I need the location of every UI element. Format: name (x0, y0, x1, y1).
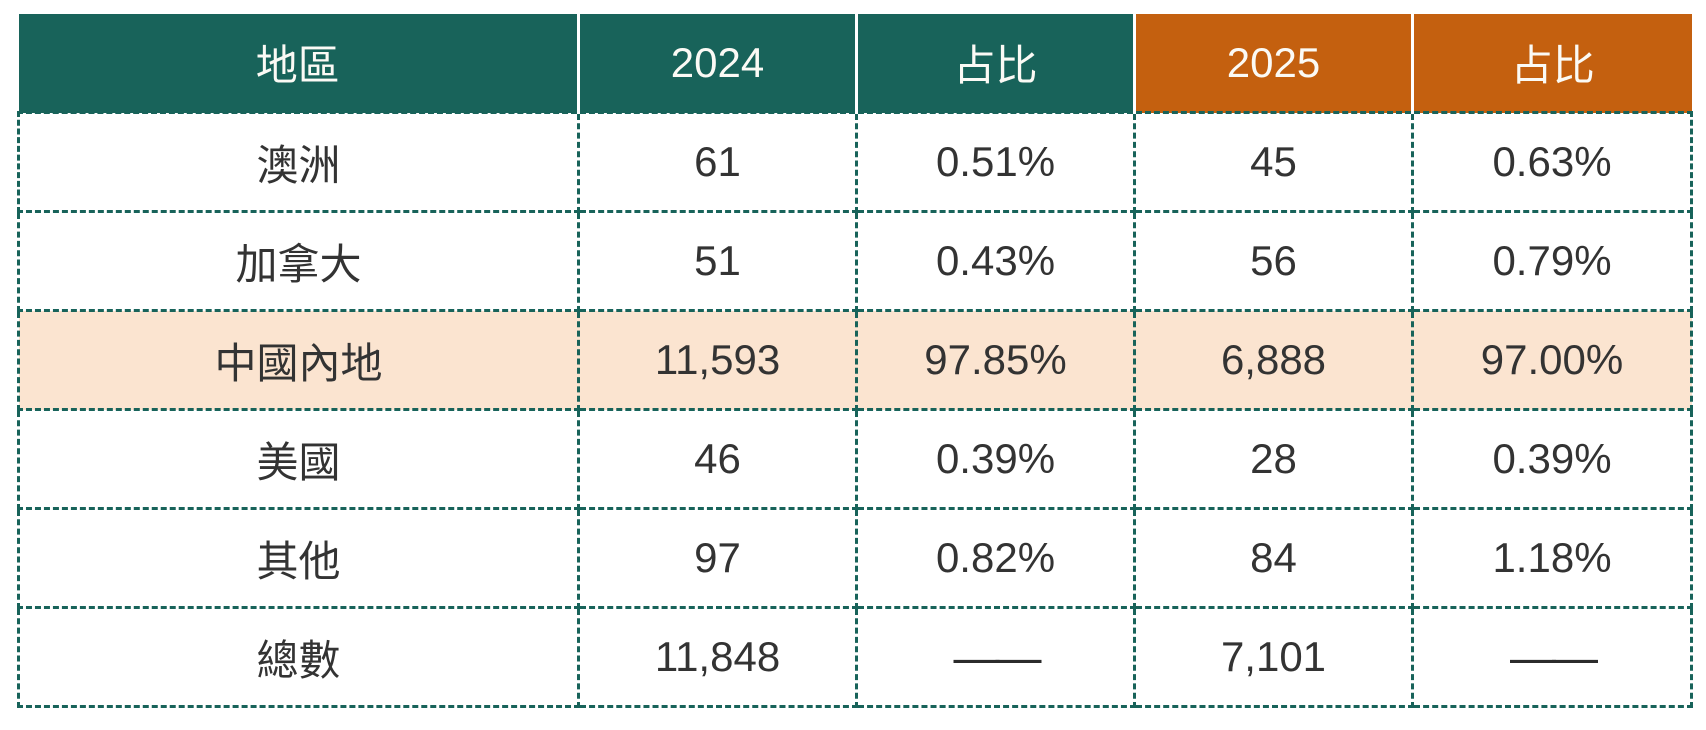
cell-2025-value: 6,888 (1133, 309, 1414, 411)
cell-2024-share: 0.43% (855, 210, 1136, 312)
cell-2024-share: 0.39% (855, 408, 1136, 510)
cell-2024-value: 11,848 (577, 606, 858, 708)
cell-region: 總數 (17, 606, 580, 708)
cell-2024-share: 97.85% (855, 309, 1136, 411)
row-usa: 美國 46 0.39% 28 0.39% (17, 408, 1693, 510)
region-stats-table: 地區 2024 占比 2025 占比 澳洲 61 0.51% 45 0.63% … (17, 14, 1693, 708)
cell-2025-share-dash: —— (1411, 606, 1693, 708)
header-cell-2025: 2025 (1133, 14, 1413, 113)
cell-2025-value: 7,101 (1133, 606, 1414, 708)
cell-2025-share: 1.18% (1411, 507, 1693, 609)
cell-2024-value: 97 (577, 507, 858, 609)
cell-2024-value: 46 (577, 408, 858, 510)
header-cell-share-2025: 占比 (1411, 14, 1692, 113)
row-mainland-china: 中國內地 11,593 97.85% 6,888 97.00% (17, 309, 1693, 411)
cell-2025-share: 97.00% (1411, 309, 1693, 411)
header-cell-region: 地區 (18, 14, 579, 113)
cell-2025-share: 0.39% (1411, 408, 1693, 510)
header-cell-2024: 2024 (577, 14, 857, 113)
row-australia: 澳洲 61 0.51% 45 0.63% (17, 111, 1693, 213)
cell-2025-value: 56 (1133, 210, 1414, 312)
row-total: 總數 11,848 —— 7,101 —— (17, 606, 1693, 708)
cell-region: 其他 (17, 507, 580, 609)
cell-2025-value: 84 (1133, 507, 1414, 609)
cell-2024-share: 0.51% (855, 111, 1136, 213)
cell-region: 加拿大 (17, 210, 580, 312)
cell-2024-share-dash: —— (855, 606, 1136, 708)
cell-region: 中國內地 (17, 309, 580, 411)
cell-region: 澳洲 (17, 111, 580, 213)
cell-2025-share: 0.79% (1411, 210, 1693, 312)
row-canada: 加拿大 51 0.43% 56 0.79% (17, 210, 1693, 312)
cell-2024-value: 61 (577, 111, 858, 213)
cell-2024-value: 11,593 (577, 309, 858, 411)
cell-2024-value: 51 (577, 210, 858, 312)
cell-2024-share: 0.82% (855, 507, 1136, 609)
row-others: 其他 97 0.82% 84 1.18% (17, 507, 1693, 609)
cell-region: 美國 (17, 408, 580, 510)
header-row: 地區 2024 占比 2025 占比 (18, 14, 1692, 113)
header-cell-share-2024: 占比 (855, 14, 1135, 113)
cell-2025-value: 28 (1133, 408, 1414, 510)
cell-2025-share: 0.63% (1411, 111, 1693, 213)
cell-2025-value: 45 (1133, 111, 1414, 213)
